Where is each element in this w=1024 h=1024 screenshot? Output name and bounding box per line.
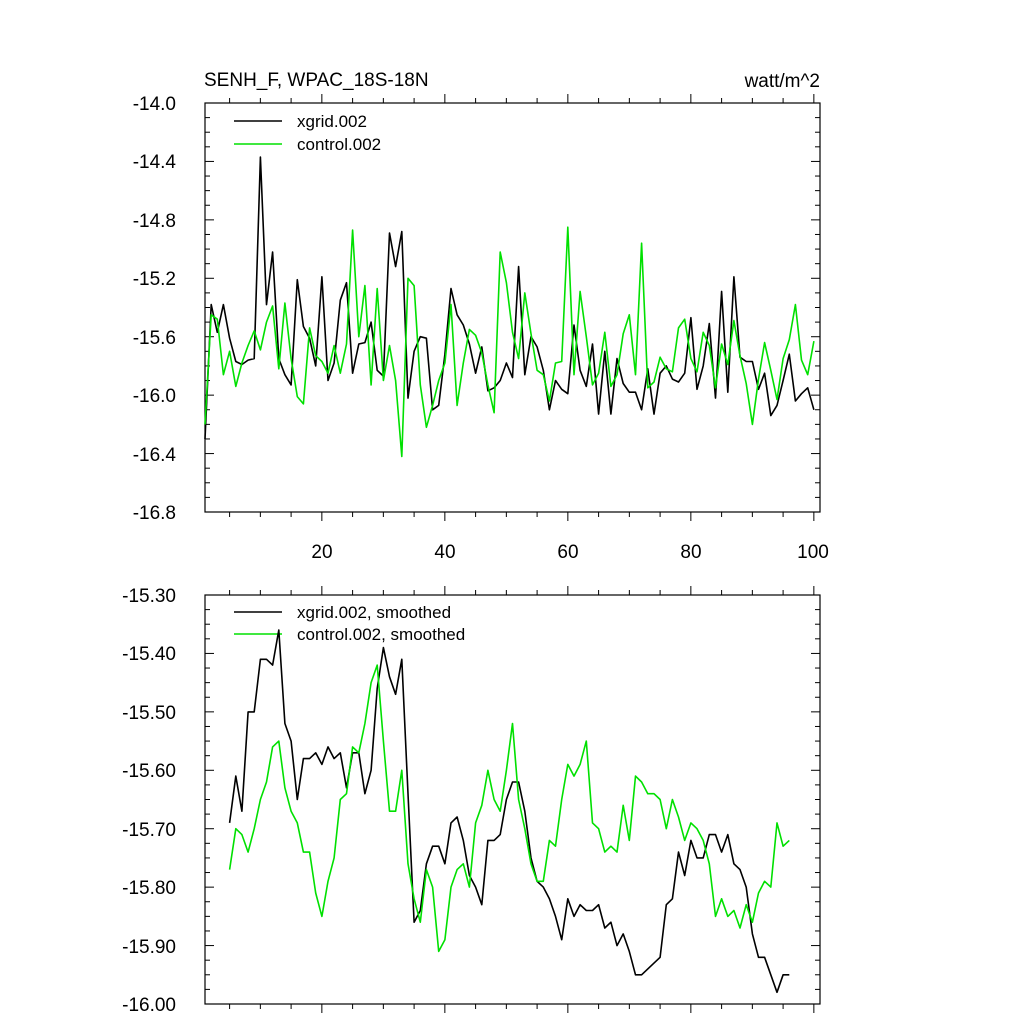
top-series-group [204,156,815,458]
top-y-tick-label: -16.4 [133,445,177,466]
series-line-xgrid [204,156,815,440]
top-y-tick-label: -15.6 [133,328,176,349]
legend-label-xgrid: xgrid.002 [297,112,367,131]
legend-label-control: control.002 [297,135,381,154]
series-line-control [204,226,815,458]
top-x-tick-label: 60 [557,542,578,563]
top-y-tick-label: -14.4 [133,152,177,173]
top-plot-frame [204,102,821,513]
bottom-y-tick-label: -15.30 [122,586,176,607]
bottom-y-tick-label: -15.40 [122,644,176,665]
top-x-tick-label: 100 [797,542,829,563]
bottom-y-tick-labels: -15.30 -15.40 -15.50 -15.60 -15.70 -15.8… [122,586,176,1016]
series-line-xgrid [228,629,790,994]
series-line-control [228,664,790,953]
bottom-series-group [228,629,790,994]
bottom-y-tick-label: -15.80 [122,878,176,899]
legend-label-control-smoothed: control.002, smoothed [297,625,465,644]
top-y-tick-label: -15.2 [133,269,176,290]
bottom-tick-marks [205,586,820,1013]
top-y-tick-labels: -14.0 -14.4 -14.8 -15.2 -15.6 -16.0 -16.… [133,94,177,524]
top-x-tick-label: 80 [680,542,701,563]
top-legend: xgrid.002 control.002 [234,112,381,154]
top-y-tick-label: -14.8 [133,211,176,232]
top-y-tick-label: -16.8 [133,503,176,524]
top-x-tick-label: 40 [434,542,455,563]
top-y-tick-label: -14.0 [133,94,176,115]
units-label: watt/m^2 [744,71,820,92]
top-tick-marks [205,94,820,521]
bottom-y-tick-label: -16.00 [122,995,176,1016]
top-x-tick-labels: 20 40 60 80 100 [311,542,828,563]
top-y-tick-label: -16.0 [133,386,176,407]
bottom-y-tick-label: -15.70 [122,820,176,841]
bottom-legend: xgrid.002, smoothed control.002, smoothe… [234,603,465,644]
top-x-tick-label: 20 [311,542,332,563]
bottom-y-tick-label: -15.50 [122,703,176,724]
chart-title: SENH_F, WPAC_18S-18N [204,70,429,91]
top-panel: SENH_F, WPAC_18S-18N watt/m^2 -14.0 -14.… [133,70,829,563]
bottom-y-tick-label: -15.60 [122,761,176,782]
legend-label-xgrid-smoothed: xgrid.002, smoothed [297,603,451,622]
bottom-panel: -15.30 -15.40 -15.50 -15.60 -15.70 -15.8… [122,586,821,1016]
bottom-y-tick-label: -15.90 [122,937,176,958]
